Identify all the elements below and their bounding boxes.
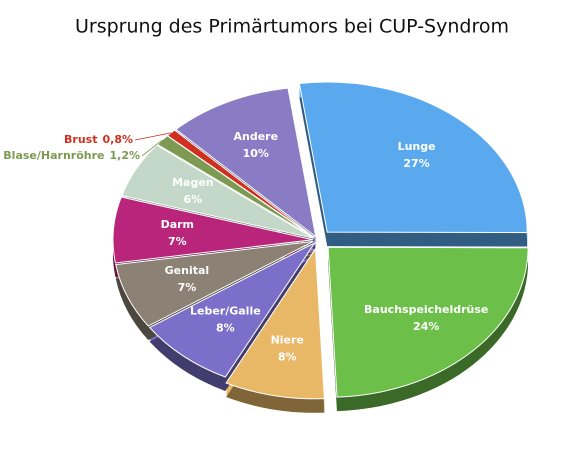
slice-label: Andere (233, 130, 278, 143)
slice (327, 246, 529, 398)
slice (148, 241, 317, 378)
value-label: 8% (278, 351, 297, 364)
slice (225, 247, 325, 400)
leader-line (141, 139, 163, 157)
slice (112, 196, 314, 264)
slice (121, 144, 314, 239)
value-label: 8% (216, 322, 235, 335)
slice-label: Bauchspeicheldrüse (364, 303, 488, 316)
slice (298, 81, 528, 234)
outside-label: Blase/Harnröhre 1,2% (3, 149, 140, 162)
value-label: 6% (184, 193, 203, 206)
value-label: 0,8% (102, 133, 133, 146)
slice-label: Magen (172, 176, 214, 189)
value-label: 24% (413, 320, 439, 333)
leader-line (134, 132, 172, 141)
chart-title: Ursprung des Primärtumors bei CUP-Syndro… (75, 16, 509, 38)
value-label: 27% (403, 157, 429, 170)
slice-label: Niere (271, 334, 304, 347)
value-label: 7% (178, 281, 197, 294)
slice-label: Darm (161, 218, 194, 231)
value-label: 10% (243, 147, 269, 160)
slice (175, 87, 317, 238)
slice (115, 240, 314, 327)
slice-label: Leber/Galle (190, 305, 261, 318)
value-label: 7% (168, 235, 187, 248)
outside-label: Brust 0,8% (64, 133, 133, 146)
slice-label: Genital (165, 264, 210, 277)
slice-label: Lunge (398, 140, 436, 153)
slice-label: Blase/Harnröhre (3, 149, 104, 162)
value-label: 1,2% (109, 149, 140, 162)
slice-label: Brust (64, 133, 97, 146)
